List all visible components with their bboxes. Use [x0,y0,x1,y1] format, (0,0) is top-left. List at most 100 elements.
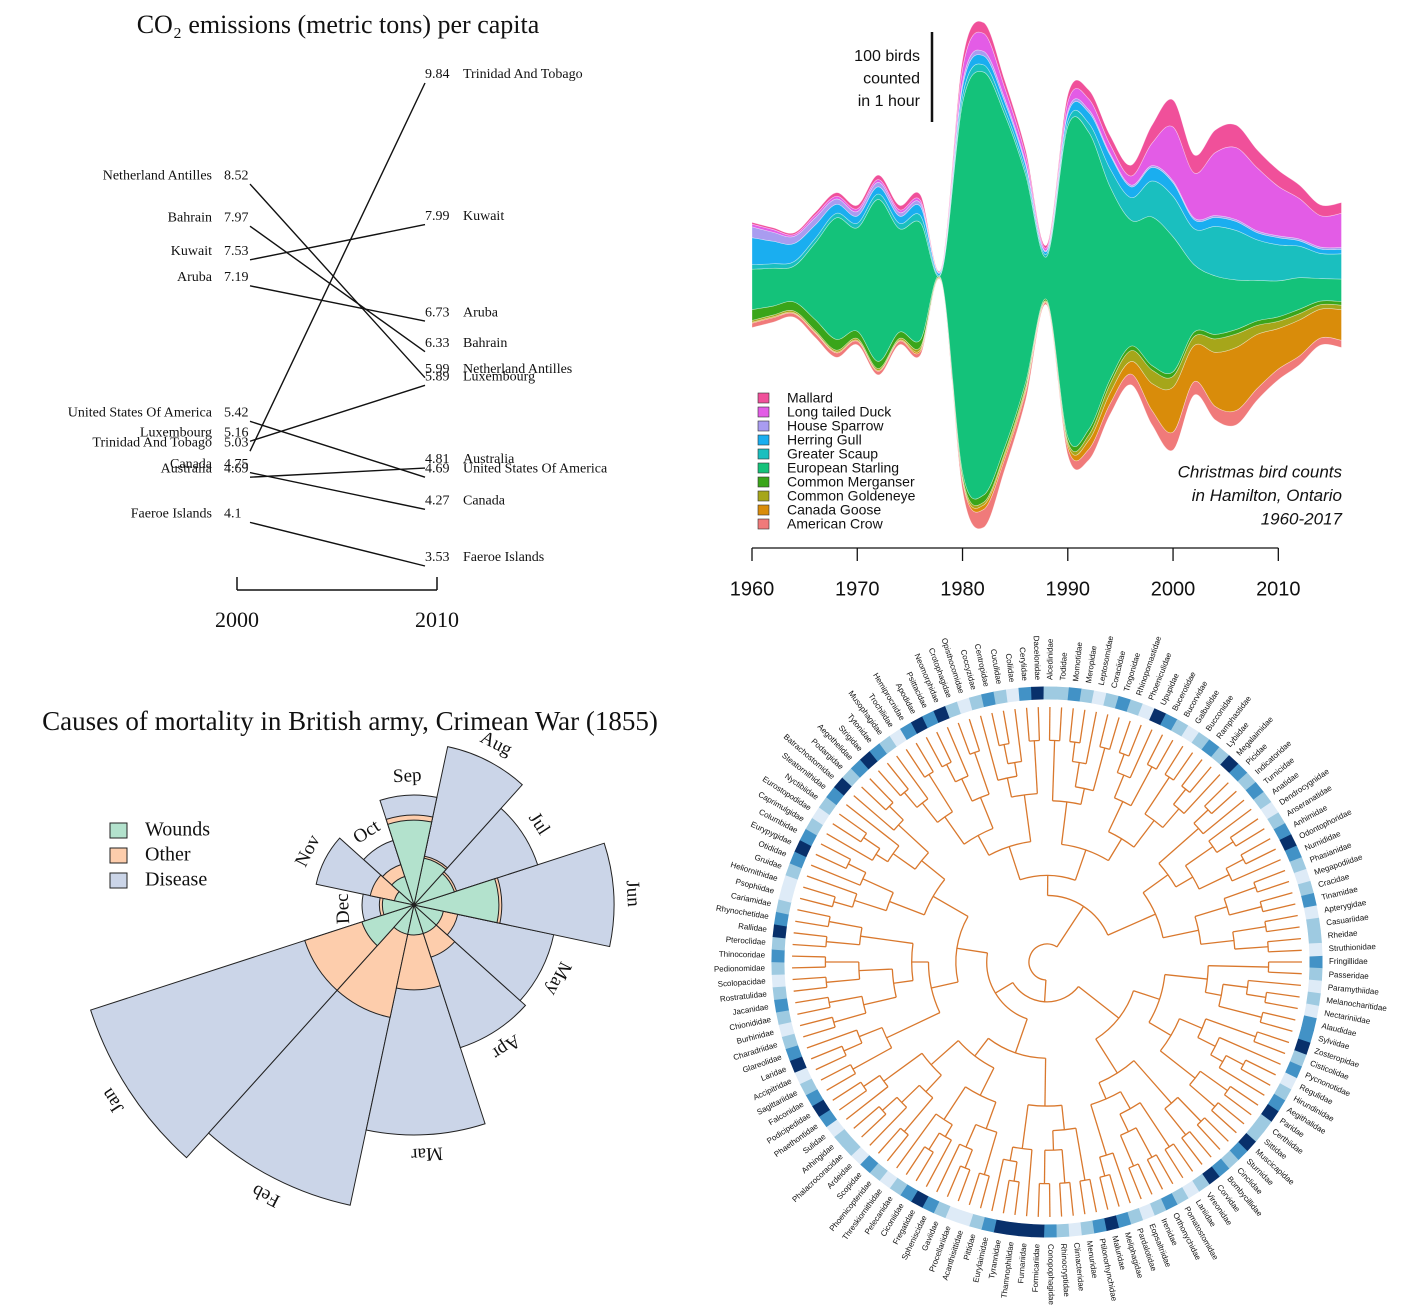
tree-arc [1264,992,1268,1003]
slope-line [249,521,426,567]
leaf-label: Todidae [1058,652,1069,681]
x-tick-label: 2010 [1256,578,1301,600]
tree-branch [1260,1021,1293,1032]
tree-arc [1229,837,1237,847]
right-value: 4.27 [425,494,450,509]
right-name: Trinidad And Tobago [463,67,583,82]
tree-branch [792,943,826,948]
legend-swatch [757,504,770,516]
tree-branch [1222,983,1248,989]
tree-branch [1052,1130,1055,1151]
tree-arc [1075,786,1094,792]
leaf-shade [1114,1211,1132,1229]
tree-arc [1164,773,1174,781]
tree-branch [1085,711,1098,764]
slope-line [249,183,426,379]
leaf-shade [781,874,798,892]
leaf-shade [794,839,812,858]
tree-branch [845,1086,889,1120]
tree-branch [1257,880,1290,893]
tree-branch [1056,906,1085,948]
tree-branch [1158,827,1200,864]
tree-arc [1142,892,1164,938]
tree-branch [936,1143,961,1193]
tree-branch [1148,1021,1172,1036]
chart-caption: 1960-2017 [1261,509,1343,528]
left-value: 8.52 [224,168,249,183]
tree-branch [1037,1183,1041,1217]
left-name: United States Of America [68,406,213,421]
stream-layer [751,20,1342,273]
rose-wedge [412,842,615,948]
leaf-shade [785,862,803,880]
tree-branch [1208,965,1269,968]
tree-branch [1129,729,1153,779]
left-name: Aruba [177,270,213,285]
tree-branch [828,920,863,929]
tree-branch [1204,782,1229,807]
tree-branch [1185,846,1214,867]
left-value: 4.69 [224,461,249,476]
leaf-label: Climacteridae [1072,1242,1086,1292]
tree-branch [979,715,999,781]
leaf-shade [771,936,786,951]
tree-arc [955,775,969,783]
legend-label: European Starling [787,460,899,476]
tree-branch [1079,709,1086,743]
tree-branch [852,1047,892,1070]
tree-branch [1107,913,1156,936]
leaf-label: Scolopacidae [717,976,766,988]
tree-arc [965,1086,997,1103]
left-name: Luxembourg [140,425,212,440]
tree-branch [792,955,826,958]
tree-branch [1230,1085,1259,1106]
right-value: 9.84 [425,67,450,82]
leaf-label: Struthionidae [1328,942,1376,953]
tree-branch [1194,906,1228,918]
leaf-shade [981,1216,997,1233]
tree-branch [1262,903,1296,913]
tree-branch [1080,788,1085,805]
right-name: Netherland Antilles [463,362,572,377]
tree-branch [1099,1156,1106,1177]
tree-branch [820,1064,851,1081]
leaf-shade [933,1201,951,1219]
leaf-label: Rheidae [1327,929,1358,941]
tree-arc [987,1037,1046,1059]
tree-arc [1003,1158,1018,1163]
leaf-label: Alcedinidae [1045,638,1054,680]
right-value: 5.99 [425,362,450,377]
leaf-shade [1043,686,1057,700]
tree-branch [1260,892,1293,903]
rose-chart: Causes of mortality in British army, Cri… [42,706,658,1211]
tree-branch [896,1113,937,1169]
tree-branch [863,996,897,1006]
tree-branch [943,1086,966,1120]
left-value: 4.1 [224,507,242,522]
tree-branch [979,1175,990,1209]
leaf-shade [1284,845,1302,863]
tree-branch [1107,801,1124,833]
legend-swatch [757,518,770,530]
right-value: 5.89 [425,370,450,385]
leaf-shade [956,1210,974,1227]
tree-arc [871,848,881,861]
leaf-label: Apterygidae [1323,898,1367,915]
tree-branch [1002,1180,1010,1214]
tree-branch [1021,1104,1029,1149]
tree-branch [815,853,847,870]
tree-branch [806,875,857,895]
tree-branch [1069,708,1074,742]
tree-branch [1253,869,1286,884]
leaf-label: Furnariidae [1016,1242,1028,1284]
tree-branch [843,1042,863,1052]
tree-branch [905,1146,926,1175]
tree-arc [1061,843,1109,862]
month-label: Mar [410,1142,443,1165]
tree-branch [1202,799,1245,835]
tree-branch [1137,1163,1153,1195]
leaf-shade [1005,687,1021,703]
tree-branch [1246,993,1266,999]
leaf-label: Pittidae [962,1232,978,1261]
tree-branch [932,895,969,918]
